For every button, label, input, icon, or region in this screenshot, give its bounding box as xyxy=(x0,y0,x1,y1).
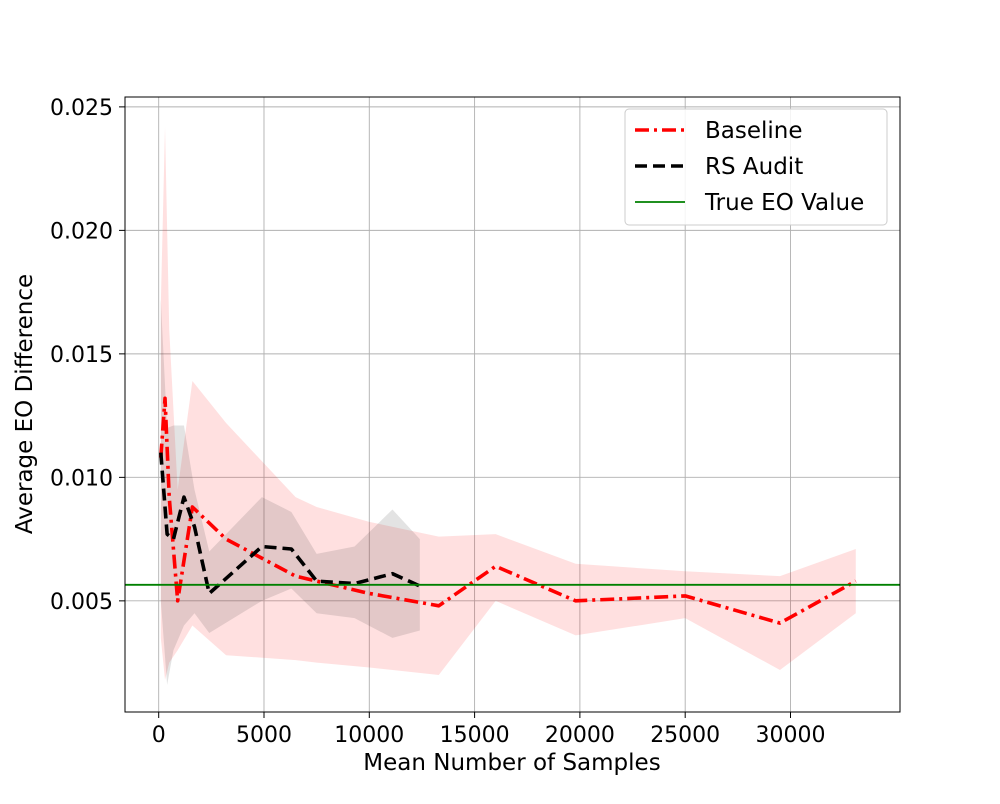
legend-box xyxy=(624,108,888,226)
x-tick-label: 10000 xyxy=(334,723,404,748)
series-group xyxy=(125,126,900,685)
x-axis-label: Mean Number of Samples xyxy=(363,750,660,776)
y-tick-label: 0.010 xyxy=(50,466,113,491)
x-tick-label: 5000 xyxy=(236,723,292,748)
legend-entry-label: RS Audit xyxy=(705,154,803,180)
y-tick-label: 0.025 xyxy=(50,96,113,121)
baseline-series-line xyxy=(159,396,857,625)
legend-entry-label: True EO Value xyxy=(704,190,864,216)
y-tick-label: 0.020 xyxy=(50,219,113,244)
x-tick-label: 15000 xyxy=(440,723,510,748)
x-tick-label: 30000 xyxy=(755,723,825,748)
y-tick-label: 0.015 xyxy=(50,343,113,368)
tick-labels: 0 5000 10000 15000 20000 25000 30000 0.005 0.010… xyxy=(50,96,825,748)
x-tick-label: 25000 xyxy=(650,723,720,748)
x-tick-label: 0 xyxy=(152,723,166,748)
y-axis-label: Average EO Difference xyxy=(12,274,38,534)
confidence-band-baseline xyxy=(160,126,856,680)
y-tick-label: 0.005 xyxy=(50,590,113,615)
legend: Baseline RS Audit True EO Value xyxy=(624,108,888,226)
x-tick-label: 20000 xyxy=(545,723,615,748)
axes-frame xyxy=(124,96,901,713)
rs-audit-series-line xyxy=(159,452,421,596)
legend-entry-label: Baseline xyxy=(705,118,803,144)
